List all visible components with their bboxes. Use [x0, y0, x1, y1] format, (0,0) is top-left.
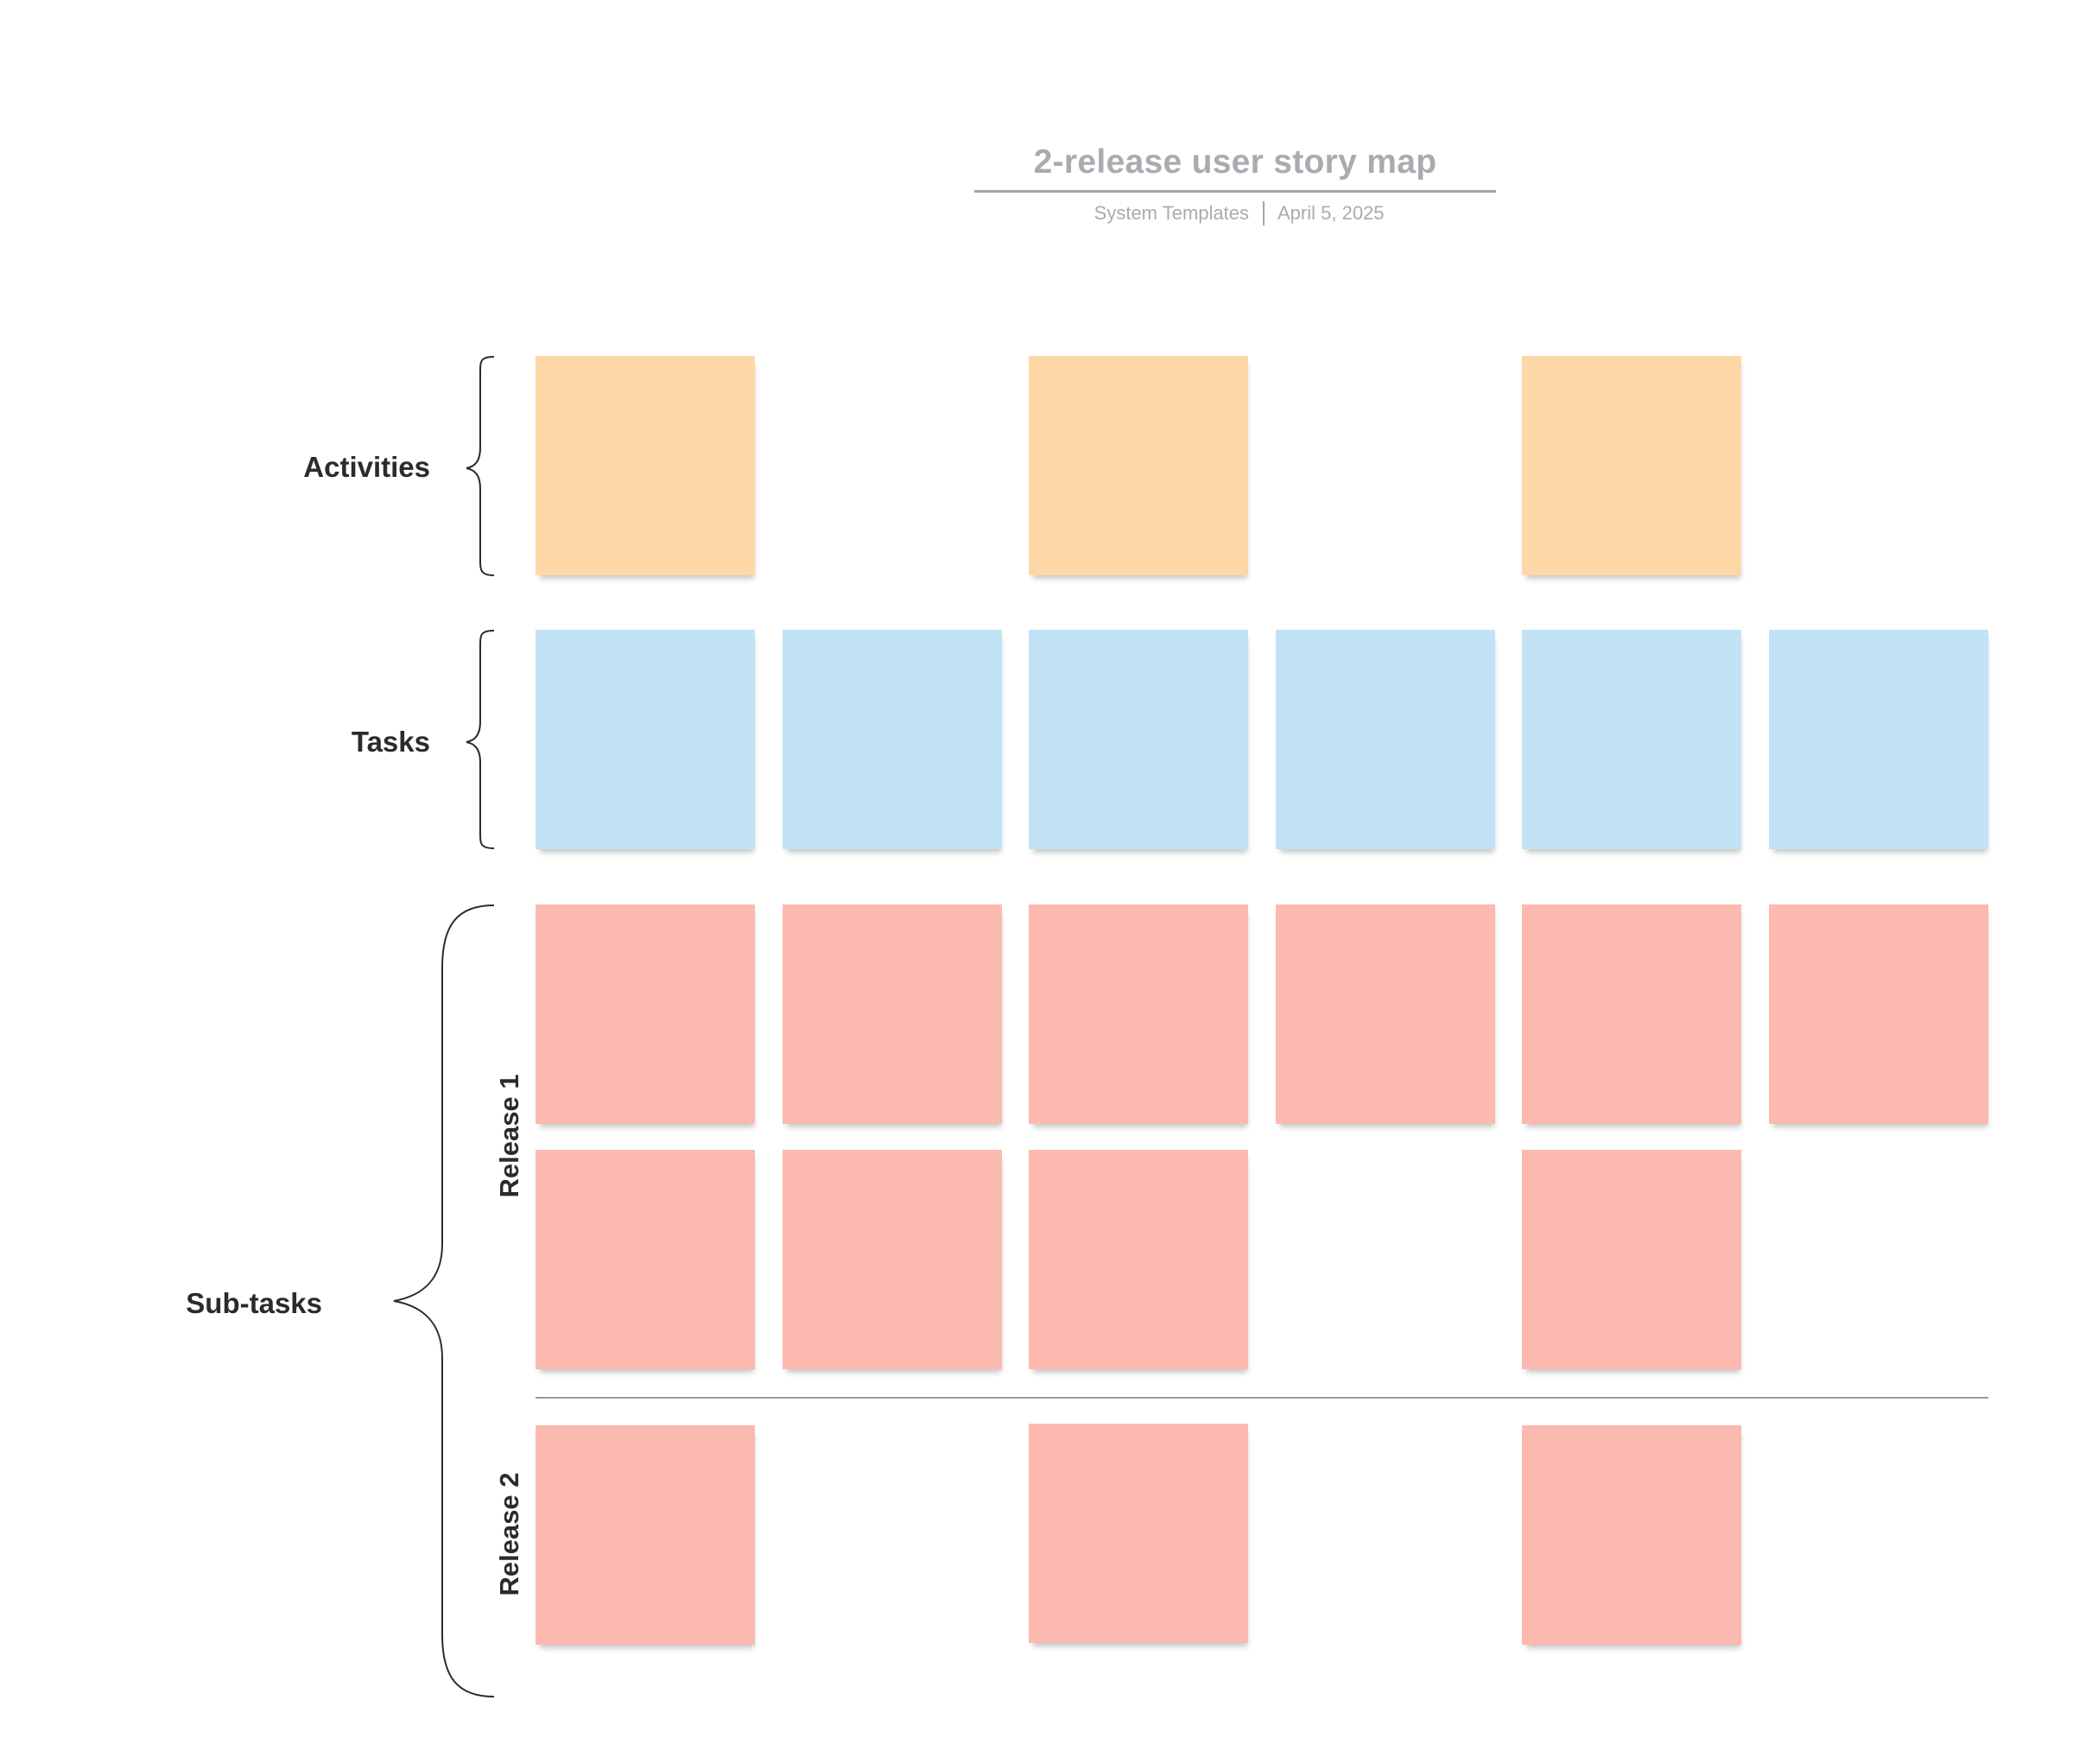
release-1-subtask-note[interactable]	[1522, 904, 1741, 1124]
activity-note-2[interactable]	[1029, 356, 1248, 575]
release-1-label: Release 1	[494, 1074, 524, 1198]
activities-label: Activities	[303, 451, 430, 483]
task-note-1[interactable]	[536, 630, 755, 849]
release-1-subtask-note[interactable]	[1029, 1150, 1248, 1369]
tasks-label: Tasks	[351, 726, 430, 758]
release-1-subtask-note[interactable]	[783, 904, 1002, 1124]
template-source: System Templates	[1094, 202, 1249, 224]
task-note-2[interactable]	[783, 630, 1002, 849]
task-note-5[interactable]	[1522, 630, 1741, 849]
task-note-6[interactable]	[1769, 630, 1988, 849]
release-1-subtask-note[interactable]	[1522, 1150, 1741, 1369]
activity-note-1[interactable]	[536, 356, 755, 575]
release-2-subtask-note[interactable]	[536, 1425, 755, 1645]
activity-note-3[interactable]	[1522, 356, 1741, 575]
release-2-subtask-note[interactable]	[1522, 1425, 1741, 1645]
release-1-subtask-note[interactable]	[1769, 904, 1988, 1124]
release-1-subtask-note[interactable]	[1029, 904, 1248, 1124]
release-1-subtask-note[interactable]	[536, 1150, 755, 1369]
task-note-4[interactable]	[1276, 630, 1495, 849]
activities-bracket	[466, 356, 495, 576]
release-1-subtask-note[interactable]	[1276, 904, 1495, 1124]
meta-separator	[1263, 201, 1265, 225]
task-note-3[interactable]	[1029, 630, 1248, 849]
subtasks-bracket	[393, 904, 495, 1697]
release-1-subtask-note[interactable]	[536, 904, 755, 1124]
release-divider	[536, 1397, 1988, 1399]
map-title: 2-release user story map	[1033, 143, 1437, 181]
release-2-label: Release 2	[494, 1472, 524, 1596]
tasks-bracket	[466, 630, 495, 849]
subtasks-label: Sub-tasks	[186, 1287, 322, 1319]
title-underline	[974, 190, 1496, 193]
template-date: April 5, 2025	[1277, 202, 1385, 224]
release-2-subtask-note[interactable]	[1029, 1424, 1248, 1643]
release-1-subtask-note[interactable]	[783, 1150, 1002, 1369]
